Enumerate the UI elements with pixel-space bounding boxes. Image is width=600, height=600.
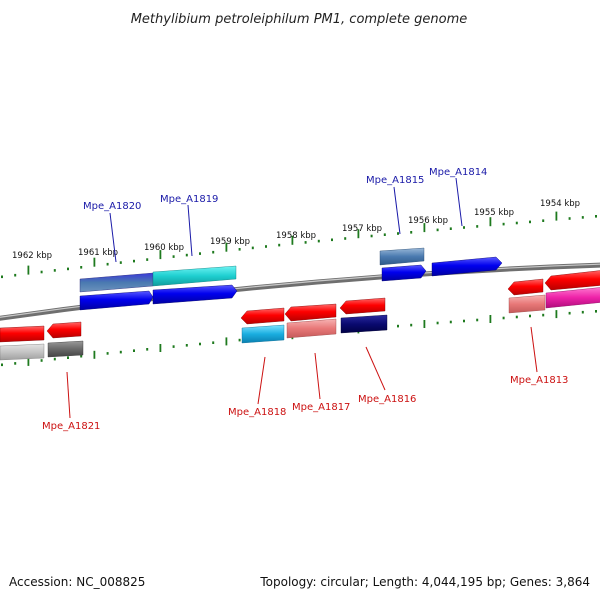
gene-label-Mpe_A1813[interactable]: Mpe_A1813 [510,375,568,386]
gene-Mpe_A1814[interactable] [431,256,503,277]
reverse-gene-labels: Mpe_A1821 Mpe_A1818 Mpe_A1817 Mpe_A1816 … [42,326,568,432]
kbp-label: 1958 kbp [276,231,316,241]
gene-Mpe_A1820[interactable] [79,272,154,311]
kbp-label: 1962 kbp [12,251,52,261]
kbp-label: 1959 kbp [210,237,250,247]
forward-scale-ticks [1,211,597,279]
kbp-label: 1956 kbp [408,216,448,226]
map-title: Methylibium petroleiphilum PM1, complete… [131,12,468,27]
gene-Mpe_A1819[interactable] [152,265,238,305]
accession-text: Accession: NC_008825 [9,575,145,589]
gene-label-Mpe_A1814[interactable]: Mpe_A1814 [429,167,487,178]
kbp-label: 1961 kbp [78,248,118,258]
kbp-label: 1955 kbp [474,208,514,218]
gene-Mpe_A1821[interactable] [0,321,84,361]
forward-gene-labels: Mpe_A1820 Mpe_A1819 Mpe_A1815 Mpe_A1814 [83,167,487,263]
gene-Mpe_A1818[interactable] [240,307,285,344]
gene-label-Mpe_A1817[interactable]: Mpe_A1817 [292,402,350,413]
gene-Mpe_A1815[interactable] [379,247,427,282]
gene-label-Mpe_A1818[interactable]: Mpe_A1818 [228,407,286,418]
gene-label-Mpe_A1821[interactable]: Mpe_A1821 [42,421,100,432]
genome-info-text: Topology: circular; Length: 4,044,195 bp… [259,575,590,589]
kbp-label: 1954 kbp [540,199,580,209]
gene-Mpe_A1816[interactable] [339,297,388,334]
gene-label-Mpe_A1816[interactable]: Mpe_A1816 [358,394,416,405]
gene-label-Mpe_A1819[interactable]: Mpe_A1819 [160,194,218,205]
forward-strand-genes [79,247,503,311]
gene-Mpe_A1817[interactable] [284,303,337,339]
gene-label-Mpe_A1815[interactable]: Mpe_A1815 [366,175,424,186]
reverse-strand-genes [0,270,600,361]
gene-Mpe_A1813[interactable] [507,270,600,314]
kbp-label: 1957 kbp [342,224,382,234]
kbp-label: 1960 kbp [144,243,184,253]
gene-label-Mpe_A1820[interactable]: Mpe_A1820 [83,201,141,212]
kbp-scale-labels: 1962 kbp 1961 kbp 1960 kbp 1959 kbp 1958… [12,199,580,261]
